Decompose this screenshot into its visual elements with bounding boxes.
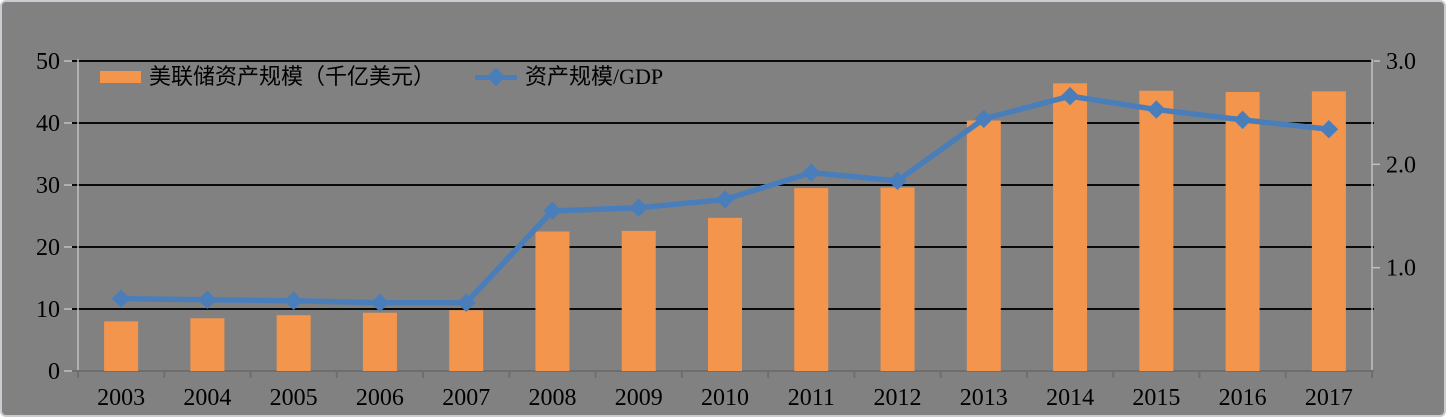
x-axis-label-2015: 2015	[1132, 385, 1180, 411]
x-axis-label-2013: 2013	[960, 385, 1008, 411]
bar-2013	[966, 120, 1001, 372]
marker-2014	[1060, 86, 1080, 106]
x-axis-label-2009: 2009	[615, 385, 663, 411]
marker-2003	[111, 289, 131, 308]
left-axis-label-10: 10	[36, 297, 60, 323]
bar-2008	[535, 231, 570, 371]
marker-2015	[1147, 100, 1166, 119]
marker-2008	[543, 201, 562, 221]
diamond-marker-icon	[486, 67, 506, 87]
x-axis-label-2003: 2003	[97, 385, 145, 411]
line-series-swatch	[475, 67, 518, 87]
x-axis-label-2004: 2004	[183, 385, 231, 411]
bar-2014	[1053, 83, 1088, 371]
marker-2012	[888, 171, 907, 191]
bar-2006	[362, 312, 397, 371]
x-axis-label-2006: 2006	[356, 385, 404, 411]
left-axis-label-50: 50	[36, 49, 60, 75]
bar-series-label: 美联储资产规模（千亿美元）	[149, 64, 436, 89]
bar-2012	[880, 187, 915, 371]
marker-2010	[715, 190, 735, 209]
right-axis-label-1.0: 1.0	[1386, 256, 1416, 282]
bar-2011	[794, 188, 829, 371]
bar-2016	[1225, 92, 1260, 371]
left-axis-label-0: 0	[48, 359, 60, 385]
marker-2004	[198, 290, 217, 309]
bar-2010	[708, 217, 742, 371]
legend-item-line-series: 资产规模/GDP	[475, 63, 663, 91]
x-axis-label-2012: 2012	[874, 385, 922, 411]
chart-legend: 美联储资产规模（千亿美元） 资产规模/GDP	[100, 63, 663, 91]
bar-2015	[1139, 90, 1174, 371]
marker-2016	[1233, 110, 1252, 130]
bar-2005	[276, 315, 311, 371]
marker-2009	[629, 198, 648, 217]
marker-2007	[456, 293, 476, 313]
left-axis-label-40: 40	[36, 111, 60, 137]
bar-series-swatch	[100, 71, 141, 83]
x-axis-label-2010: 2010	[701, 385, 749, 411]
x-axis-label-2005: 2005	[270, 385, 318, 411]
right-axis-label-2.0: 2.0	[1386, 152, 1416, 178]
x-axis-label-2007: 2007	[442, 385, 490, 411]
marker-2005	[284, 291, 303, 310]
x-axis-label-2008: 2008	[528, 385, 576, 411]
marker-2017	[1319, 119, 1339, 139]
x-axis-label-2014: 2014	[1046, 385, 1094, 411]
bar-2009	[621, 230, 656, 371]
x-axis-label-2017: 2017	[1305, 385, 1353, 411]
legend-item-bar-series: 美联储资产规模（千亿美元）	[100, 63, 435, 91]
right-axis-label-3.0: 3.0	[1386, 49, 1416, 75]
bar-2004	[190, 318, 225, 371]
left-axis-label-20: 20	[36, 235, 60, 261]
marker-2006	[370, 293, 390, 313]
x-axis-label-2016: 2016	[1219, 385, 1267, 411]
marker-2011	[802, 163, 821, 182]
bar-2003	[104, 321, 139, 371]
left-axis-label-30: 30	[36, 173, 60, 199]
bar-2007	[449, 310, 484, 371]
line-series-label: 资产规模/GDP	[525, 64, 664, 89]
marker-2013	[974, 109, 994, 129]
x-axis-label-2011: 2011	[788, 385, 835, 411]
